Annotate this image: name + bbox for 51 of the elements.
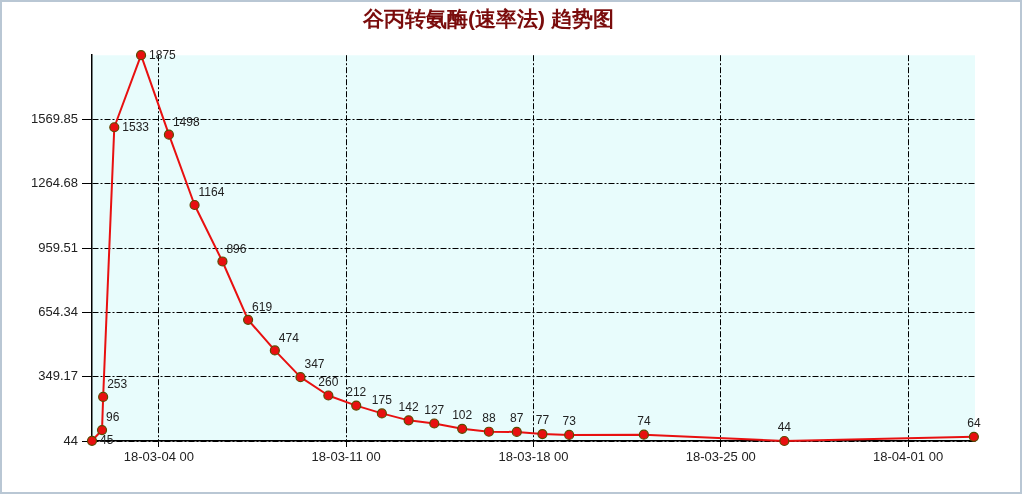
point [269, 345, 280, 356]
y-tick-label: 1569.85 [31, 111, 78, 127]
data-label: 64 [967, 416, 981, 431]
point [511, 426, 522, 438]
data-label: 619 [252, 300, 273, 315]
point [135, 50, 147, 61]
point [457, 423, 468, 434]
x-tick-label: 18-03-18 00 [498, 449, 569, 465]
point [351, 400, 362, 411]
data-label: 127 [424, 402, 445, 417]
data-label: 347 [304, 357, 325, 372]
point [323, 390, 334, 401]
data-label: 44 [777, 420, 792, 435]
x-tick-label: 18-03-04 00 [123, 449, 194, 465]
data-label: 74 [637, 413, 651, 428]
point [537, 428, 548, 440]
chart-title: 谷丙转氨酶(速率法) 趋势图 [362, 7, 614, 31]
data-label: 73 [562, 414, 577, 429]
point [403, 415, 414, 426]
data-label: 175 [371, 392, 393, 407]
point [163, 129, 175, 140]
data-label: 474 [278, 330, 300, 345]
point [295, 372, 306, 383]
point [429, 418, 440, 429]
point [242, 314, 254, 325]
data-label: 96 [106, 410, 120, 425]
data-label: 260 [318, 374, 339, 389]
y-tick-label: 44 [63, 432, 78, 448]
data-label: 253 [107, 377, 128, 392]
y-tick-label: 654.34 [38, 303, 78, 319]
data-label: 142 [398, 399, 419, 414]
point [109, 122, 120, 133]
data-label: 1533 [122, 119, 150, 134]
y-tick-label: 1264.68 [31, 175, 78, 191]
data-label: 87 [510, 411, 524, 426]
x-tick-label: 18-03-25 00 [685, 449, 756, 465]
y-tick-label: 959.51 [38, 239, 78, 255]
y-tick-label: 349.17 [38, 368, 78, 384]
point [376, 408, 387, 419]
point [217, 256, 228, 267]
data-label: 1164 [198, 185, 225, 200]
point [483, 426, 494, 437]
data-label: 88 [482, 411, 496, 426]
point [564, 429, 575, 440]
point [189, 199, 200, 211]
data-label: 102 [452, 408, 473, 423]
x-tick-label: 18-04-01 00 [873, 449, 944, 465]
x-tick-label: 18-03-11 00 [311, 449, 381, 465]
data-label: 1875 [149, 47, 177, 62]
data-label: 77 [535, 413, 550, 428]
data-label: 212 [346, 384, 367, 399]
